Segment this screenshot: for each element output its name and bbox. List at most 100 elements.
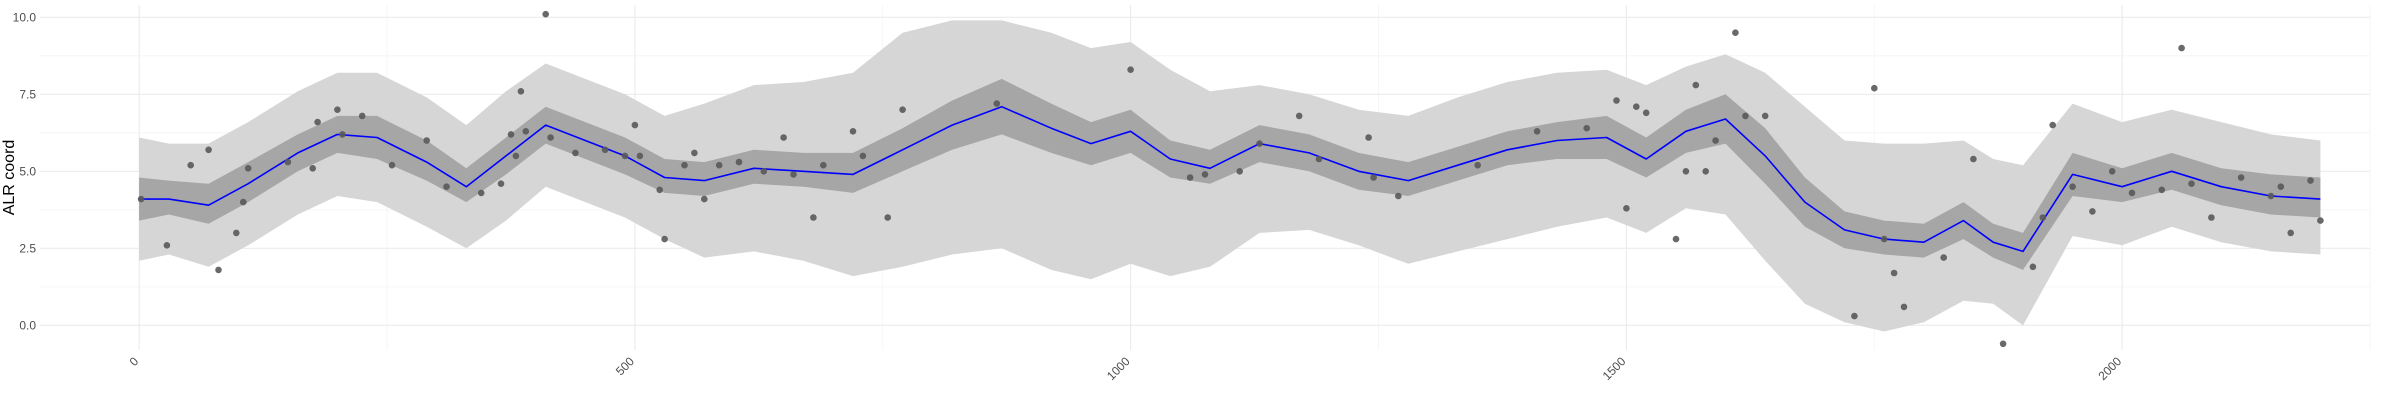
data-point [636,152,644,160]
data-point [507,131,515,138]
data-point [1890,269,1898,277]
data-point [240,198,247,206]
data-point [1999,340,2007,348]
data-point [1370,174,1377,181]
data-point [691,149,698,157]
data-point [1692,81,1700,89]
data-point [388,161,396,169]
data-point [993,100,1001,107]
data-point [1642,109,1650,117]
data-point [2128,189,2136,197]
data-point [572,149,579,157]
data-points [137,10,2324,348]
data-point [1970,155,1977,163]
data-point [701,195,708,203]
data-point [215,266,222,274]
data-point [1742,112,1749,120]
data-point [522,128,530,135]
data-point [137,195,145,203]
y-tick-label: 0.0 [19,318,36,332]
data-point [423,137,431,144]
fitted-line [139,105,2321,253]
y-tick-label: 10.0 [13,10,37,24]
fitted-line-layer [139,105,2321,253]
data-point [1613,97,1620,104]
y-tick-label: 7.5 [19,87,36,101]
data-point [1127,66,1134,73]
inner-confidence-band [139,78,2321,270]
data-point [233,229,240,237]
data-point [1395,192,1402,200]
data-point [1623,205,1630,212]
data-point [656,186,663,194]
data-point [1533,128,1541,135]
data-point [681,161,688,169]
data-point [899,106,906,113]
data-point [1256,140,1263,147]
y-tick-label: 5.0 [19,164,36,178]
data-point [1474,161,1481,169]
data-point [2267,192,2275,200]
data-point [1682,168,1690,175]
data-point [1633,103,1640,110]
outer-confidence-band [139,20,2321,332]
data-point [187,161,194,169]
data-point [205,146,212,154]
x-tick-label: 500 [613,354,637,378]
data-point [2208,214,2215,221]
confidence-bands [139,20,2321,332]
data-point [715,161,723,169]
data-point [1851,312,1858,320]
data-point [1583,124,1590,132]
data-point [2108,168,2116,175]
data-point [859,152,867,160]
data-point [1880,235,1888,243]
data-point [661,235,668,243]
data-point [358,112,366,120]
data-point [1940,254,1947,261]
data-point [790,171,797,178]
data-point [517,88,525,95]
data-point [2287,229,2294,237]
data-point [2178,44,2185,52]
y-axis-title: ALR coord [1,140,18,216]
data-point [1201,171,1209,178]
data-point [2317,217,2324,224]
data-point [1295,112,1303,120]
data-point [735,158,743,166]
y-tick-label: 2.5 [19,241,36,255]
data-point [1732,29,1739,36]
x-tick-label: 1500 [1600,354,1629,383]
data-point [2049,121,2056,129]
x-tick-label: 0 [127,354,142,369]
data-point [820,161,827,169]
data-point [309,165,317,172]
data-point [849,128,857,135]
data-point [244,165,252,172]
x-tick-label: 2000 [2095,354,2124,383]
data-point [1365,134,1372,141]
data-point [314,118,321,126]
data-point [497,180,505,187]
data-point [760,168,768,175]
data-point [631,121,639,129]
data-point [2307,177,2314,184]
data-point [1672,235,1680,243]
data-point [621,152,629,160]
data-point [542,10,549,18]
data-point [1712,137,1719,144]
data-point [477,189,485,197]
x-tick-label: 1000 [1104,354,1133,383]
data-point [1702,168,1709,175]
data-point [2089,208,2096,215]
data-point [1236,168,1243,175]
data-point [1761,112,1769,120]
data-point [884,214,891,221]
data-point [2158,186,2166,194]
data-point [163,242,171,249]
data-point [2237,174,2245,181]
data-point [1900,303,1908,311]
data-point [334,106,341,113]
data-point [284,158,292,166]
data-point [2069,183,2076,190]
